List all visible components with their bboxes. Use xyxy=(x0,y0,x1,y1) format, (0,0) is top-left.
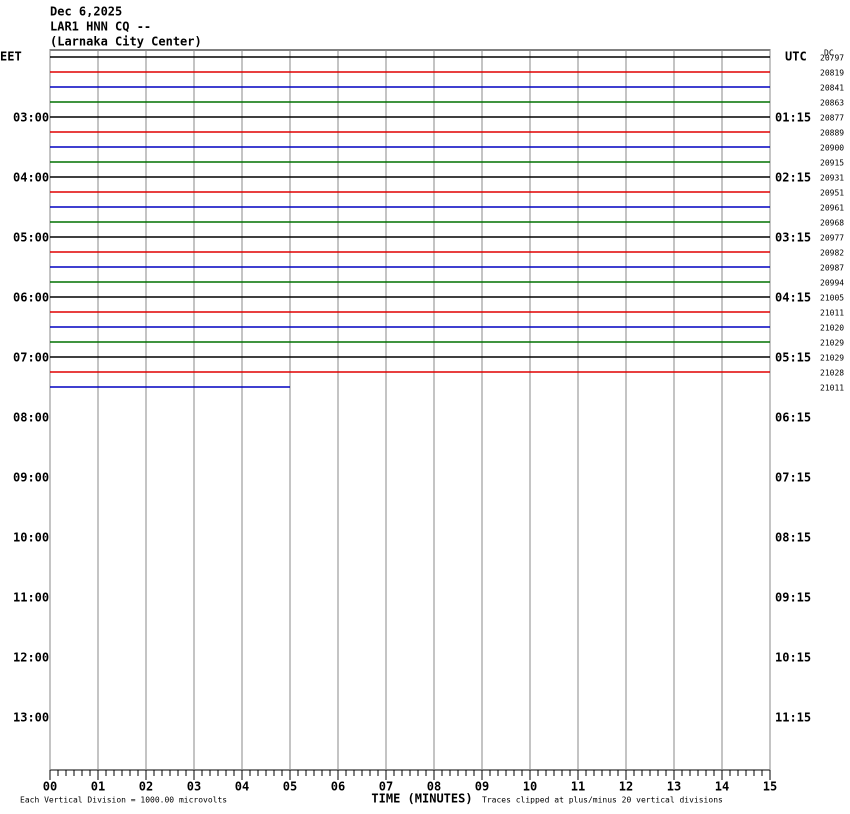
station: LAR1 HNN CQ -- xyxy=(50,20,151,34)
dc-value: 20900 xyxy=(820,144,844,153)
dc-value: 20961 xyxy=(820,204,844,213)
right-hour-label: 04:15 xyxy=(775,291,811,305)
dc-value: 21029 xyxy=(820,354,844,363)
x-tick-label: 10 xyxy=(523,780,537,794)
right-hour-label: 03:15 xyxy=(775,231,811,245)
plot-frame xyxy=(49,49,771,771)
right-hour-label: 11:15 xyxy=(775,711,811,725)
x-tick-label: 14 xyxy=(715,780,729,794)
date: Dec 6,2025 xyxy=(50,5,122,19)
right-hour-label: 09:15 xyxy=(775,591,811,605)
scale-note: Each Vertical Division = 1000.00 microvo… xyxy=(20,796,227,805)
left-hour-label: 09:00 xyxy=(13,471,49,485)
x-tick-label: 06 xyxy=(331,780,345,794)
right-hour-label: 10:15 xyxy=(775,651,811,665)
dc-value: 20931 xyxy=(820,174,844,183)
left-hour-label: 03:00 xyxy=(13,111,49,125)
left-hour-label: 07:00 xyxy=(13,351,49,365)
left-hour-label: 05:00 xyxy=(13,231,49,245)
x-tick-label: 02 xyxy=(139,780,153,794)
x-tick-label: 15 xyxy=(763,780,777,794)
right-zone: UTC xyxy=(785,50,807,64)
dc-value: 21029 xyxy=(820,339,844,348)
right-hour-label: 02:15 xyxy=(775,171,811,185)
x-tick-label: 04 xyxy=(235,780,249,794)
dc-value: 20994 xyxy=(820,279,844,288)
x-tick-label: 05 xyxy=(283,780,297,794)
left-hour-label: 04:00 xyxy=(13,171,49,185)
right-hour-label: 01:15 xyxy=(775,111,811,125)
dc-value: 20982 xyxy=(820,249,844,258)
x-tick-label: 08 xyxy=(427,780,441,794)
x-tick-label: 01 xyxy=(91,780,105,794)
dc-value: 21005 xyxy=(820,294,844,303)
right-hour-label: 05:15 xyxy=(775,351,811,365)
left-hour-label: 13:00 xyxy=(13,711,49,725)
x-axis-label: TIME (MINUTES) xyxy=(371,792,472,806)
x-tick-label: 09 xyxy=(475,780,489,794)
dc-value: 20797 xyxy=(820,54,844,63)
dc-value: 21011 xyxy=(820,309,844,318)
left-hour-label: 08:00 xyxy=(13,411,49,425)
left-hour-label: 11:00 xyxy=(13,591,49,605)
dc-value: 20968 xyxy=(820,219,844,228)
dc-value: 20951 xyxy=(820,189,844,198)
left-hour-label: 06:00 xyxy=(13,291,49,305)
dc-value: 21020 xyxy=(820,324,844,333)
x-tick-label: 03 xyxy=(187,780,201,794)
dc-value: 20819 xyxy=(820,69,844,78)
dc-value: 21028 xyxy=(820,369,844,378)
clip-note: Traces clipped at plus/minus 20 vertical… xyxy=(482,796,723,805)
right-hour-label: 06:15 xyxy=(775,411,811,425)
right-hour-label: 08:15 xyxy=(775,531,811,545)
x-tick-label: 11 xyxy=(571,780,585,794)
dc-value: 20863 xyxy=(820,99,844,108)
dc-value: 20877 xyxy=(820,114,844,123)
x-tick-label: 13 xyxy=(667,780,681,794)
x-tick-label: 00 xyxy=(43,780,57,794)
right-hour-label: 07:15 xyxy=(775,471,811,485)
left-hour-label: 10:00 xyxy=(13,531,49,545)
dc-value: 20987 xyxy=(820,264,844,273)
x-tick-label: 07 xyxy=(379,780,393,794)
x-tick-label: 12 xyxy=(619,780,633,794)
dc-value: 20915 xyxy=(820,159,844,168)
dc-value: 21011 xyxy=(820,384,844,393)
dc-header: DC xyxy=(824,49,834,58)
dc-value: 20889 xyxy=(820,129,844,138)
left-hour-label: 12:00 xyxy=(13,651,49,665)
dc-value: 20977 xyxy=(820,234,844,243)
left-zone: EET xyxy=(0,50,22,64)
dc-value: 20841 xyxy=(820,84,844,93)
location: (Larnaka City Center) xyxy=(50,35,202,49)
